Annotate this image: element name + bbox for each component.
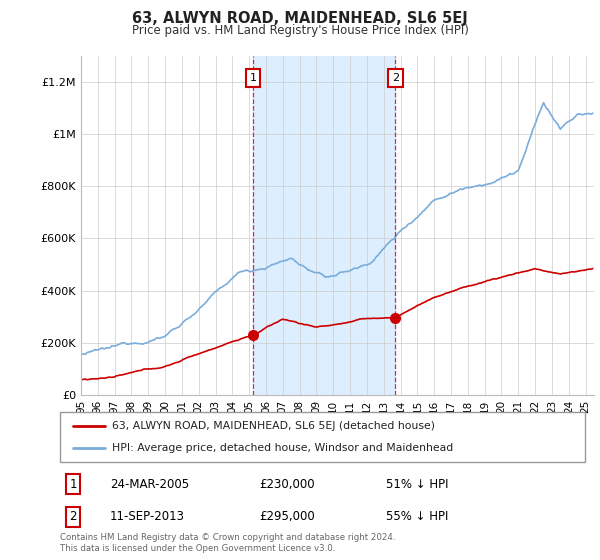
- Text: 11-SEP-2013: 11-SEP-2013: [110, 510, 185, 524]
- Text: 63, ALWYN ROAD, MAIDENHEAD, SL6 5EJ: 63, ALWYN ROAD, MAIDENHEAD, SL6 5EJ: [132, 11, 468, 26]
- Text: £295,000: £295,000: [260, 510, 315, 524]
- Text: 51% ↓ HPI: 51% ↓ HPI: [386, 478, 448, 491]
- Bar: [253, 56, 395, 395]
- Text: £230,000: £230,000: [260, 478, 315, 491]
- Text: 2: 2: [70, 510, 77, 524]
- Text: HPI: Average price, detached house, Windsor and Maidenhead: HPI: Average price, detached house, Wind…: [113, 443, 454, 453]
- Text: 24-MAR-2005: 24-MAR-2005: [110, 478, 189, 491]
- Text: 1: 1: [250, 73, 256, 83]
- Text: Contains HM Land Registry data © Crown copyright and database right 2024.
This d: Contains HM Land Registry data © Crown c…: [60, 533, 395, 553]
- Text: 2: 2: [392, 73, 399, 83]
- Text: Price paid vs. HM Land Registry's House Price Index (HPI): Price paid vs. HM Land Registry's House …: [131, 24, 469, 36]
- Text: 55% ↓ HPI: 55% ↓ HPI: [386, 510, 448, 524]
- Text: 63, ALWYN ROAD, MAIDENHEAD, SL6 5EJ (detached house): 63, ALWYN ROAD, MAIDENHEAD, SL6 5EJ (det…: [113, 421, 436, 431]
- Text: 1: 1: [70, 478, 77, 491]
